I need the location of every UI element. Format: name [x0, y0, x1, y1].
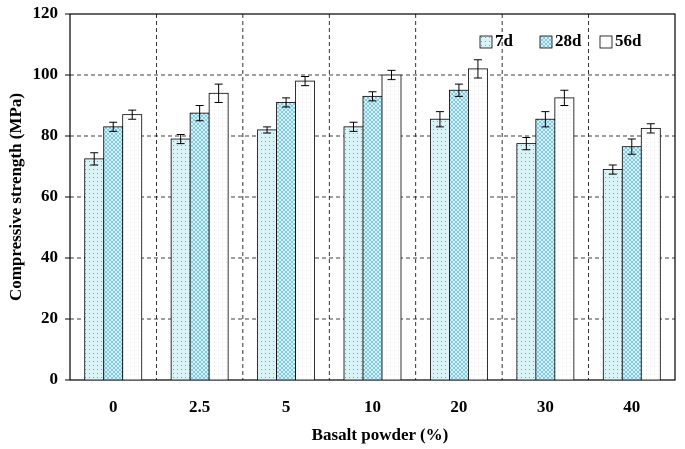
error-bar [522, 137, 531, 151]
error-bar [387, 69, 396, 81]
error-bar [195, 105, 204, 122]
bar [343, 126, 364, 381]
bar [257, 129, 277, 381]
error-bar [560, 89, 569, 106]
bar [189, 112, 210, 381]
error-bar [214, 83, 223, 103]
error-bar [349, 121, 358, 132]
error-bar [541, 111, 550, 128]
bar [208, 92, 229, 381]
x-tick-label: 30 [537, 397, 554, 416]
error-bar [454, 83, 463, 97]
bar [276, 102, 296, 381]
y-axis-title: Compressive strength (MPa) [6, 93, 25, 301]
bar [535, 118, 556, 381]
bar [640, 127, 661, 381]
y-tick-label: 60 [41, 186, 58, 205]
y-tick-label: 80 [41, 125, 58, 144]
legend-label: 28d [555, 31, 582, 50]
bar [554, 97, 575, 381]
y-tick-label: 100 [33, 64, 59, 83]
bar [430, 118, 450, 381]
x-tick-label: 20 [450, 397, 467, 416]
bar [122, 114, 143, 381]
error-bar [301, 76, 310, 87]
y-tick-label: 20 [41, 308, 58, 327]
error-bar [263, 126, 272, 134]
bar [602, 169, 623, 381]
legend-label: 56d [615, 31, 642, 50]
x-tick-label: 40 [623, 397, 640, 416]
legend-swatch [479, 35, 493, 49]
error-bar [90, 152, 99, 166]
bar [621, 146, 642, 381]
error-bar [646, 123, 655, 134]
bar [362, 95, 383, 381]
bar [468, 68, 488, 381]
x-tick-label: 5 [282, 397, 291, 416]
x-tick-label: 0 [109, 397, 118, 416]
bar [449, 89, 469, 381]
y-tick-label: 0 [50, 369, 59, 388]
bar [295, 80, 315, 381]
legend-swatch [599, 35, 613, 49]
y-tick-label: 120 [33, 3, 59, 22]
error-bar [473, 59, 482, 79]
bar [84, 158, 105, 381]
x-tick-label: 10 [364, 397, 381, 416]
error-bar [608, 164, 617, 175]
bar [170, 138, 191, 381]
legend-label: 7d [495, 31, 514, 50]
error-bar [109, 121, 118, 132]
bar [103, 126, 124, 381]
bar [516, 143, 537, 381]
error-bar [627, 138, 636, 155]
error-bar [176, 133, 185, 145]
legend-swatch [539, 35, 553, 49]
x-axis-title: Basalt powder (%) [312, 425, 449, 444]
y-tick-label: 40 [41, 247, 58, 266]
error-bar [435, 111, 444, 128]
error-bar [282, 97, 291, 108]
bar [381, 74, 402, 381]
error-bar [128, 109, 137, 120]
error-bar [368, 91, 377, 102]
x-tick-label: 2.5 [189, 397, 210, 416]
